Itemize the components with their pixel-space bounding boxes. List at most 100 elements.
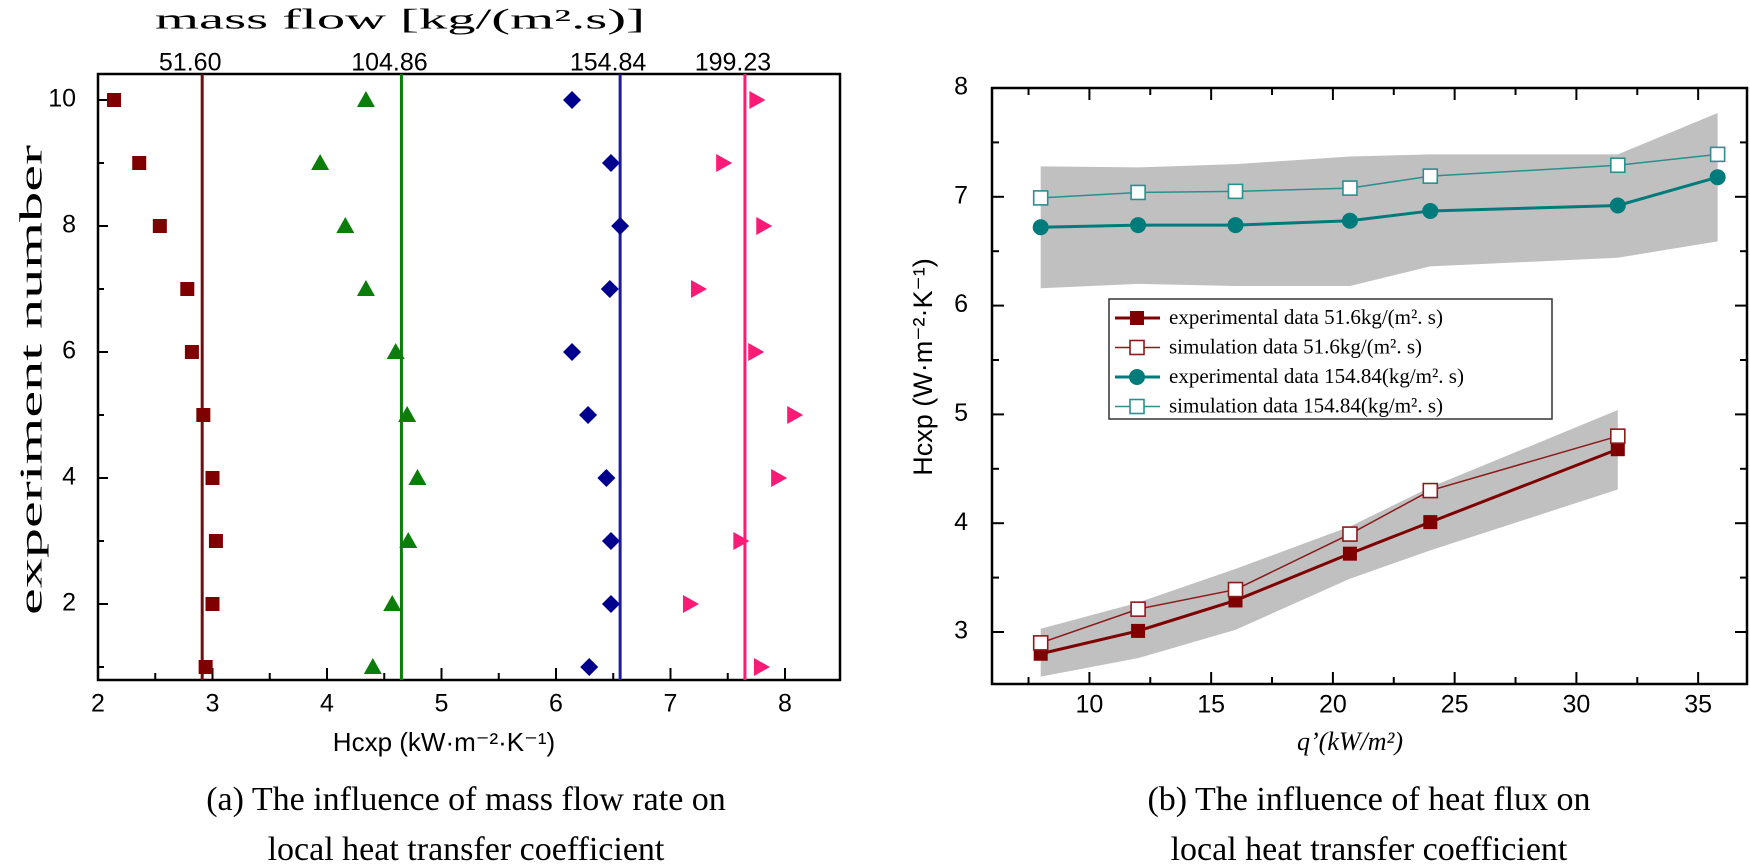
data-point	[563, 343, 582, 361]
y-tick-label: 5	[954, 399, 968, 427]
caption-line: local heat transfer coefficient	[268, 831, 665, 867]
x-tick-label: 7	[664, 690, 678, 718]
data-point	[1341, 212, 1358, 229]
data-point	[399, 532, 418, 548]
data-point	[601, 154, 620, 172]
data-point	[356, 280, 375, 296]
y-tick-label: 4	[62, 463, 76, 491]
data-point	[1709, 146, 1726, 163]
data-point	[563, 91, 582, 109]
legend-label: simulation data 51.6kg/(m². s)	[1169, 334, 1422, 358]
series-line	[1032, 169, 1726, 236]
data-point	[336, 217, 355, 233]
mean-line-label: 199.23	[695, 49, 771, 77]
data-point	[1129, 339, 1145, 356]
panel-b-heat-flux-chart: 10 15 20 25 30 35 3 4 5 6 7 8 q’(kW/m²) Hcxp (W·m⁻²·K…	[908, 73, 1749, 867]
data-point	[205, 471, 220, 485]
x-axis-title: q’(kW/m²)	[1297, 727, 1403, 756]
caption-line: (a) The influence of mass flow rate on	[206, 781, 726, 818]
data-point	[1130, 601, 1146, 617]
data-point	[787, 406, 804, 424]
caption-line: local heat transfer coefficient	[1171, 831, 1568, 867]
data-point	[1129, 369, 1145, 385]
legend-label: experimental data 51.6kg/(m². s)	[1169, 305, 1443, 329]
top-axis-title: mass flow [kg/(m².s)]	[155, 4, 645, 35]
series-154.84	[563, 74, 630, 680]
data-point	[1032, 190, 1049, 206]
data-point	[601, 595, 620, 613]
y-tick-label: 3	[954, 617, 968, 645]
series-line	[1033, 442, 1625, 661]
x-tick-label: 20	[1319, 691, 1347, 719]
y-tick-label: 4	[954, 508, 968, 536]
data-point	[205, 597, 220, 611]
data-point	[408, 469, 427, 485]
y-tick-label: 10	[48, 85, 76, 113]
x-tick-label: 15	[1197, 691, 1225, 719]
legend-label: simulation data 154.84(kg/m². s)	[1169, 393, 1443, 417]
x-tick-label: 5	[435, 690, 449, 718]
x-tick-label: 3	[206, 690, 220, 718]
data-point	[1032, 219, 1049, 236]
y-tick-label: 6	[954, 290, 968, 318]
data-point	[1129, 398, 1145, 415]
data-point	[311, 154, 330, 170]
data-point	[132, 156, 147, 170]
x-tick-label: 2	[91, 690, 105, 718]
series-path	[1040, 435, 1619, 644]
data-point	[1227, 581, 1244, 598]
mean-line-label: 154.84	[570, 49, 647, 77]
x-tick-label: 25	[1441, 691, 1469, 719]
data-point	[1130, 217, 1147, 234]
y-tick-label: 8	[954, 73, 968, 101]
legend: experimental data 51.6kg/(m². s) simulati…	[1108, 298, 1553, 420]
data-point	[601, 532, 620, 550]
x-tick-label: 6	[549, 690, 563, 718]
data-point	[152, 219, 167, 233]
series-line	[1032, 146, 1726, 206]
plot-frame	[990, 86, 1749, 686]
plot-frame	[96, 72, 842, 682]
data-point	[1342, 546, 1357, 561]
data-point	[611, 217, 630, 235]
data-point	[107, 93, 122, 107]
series-line	[1032, 428, 1626, 651]
legend-label: experimental data 154.84(kg/m². s)	[1169, 364, 1464, 388]
data-point	[363, 658, 382, 674]
x-tick-label: 4	[320, 690, 334, 718]
mean-line-label: 104.86	[351, 49, 427, 77]
data-point	[749, 91, 766, 109]
data-point	[198, 660, 213, 674]
data-point	[771, 469, 788, 487]
data-point	[1422, 482, 1439, 499]
y-tick-label: 8	[62, 211, 76, 239]
y-axis-title: Hcxp (W·m⁻²·K⁻¹)	[908, 258, 938, 475]
data-point	[1130, 311, 1144, 325]
data-point	[753, 658, 770, 676]
panel-a-mass-flow-chart: 2 3 4 5 6 7 8 2 4 6 8 10 Hcxp (kW·m⁻²·K⁻¹) mass flow …	[12, 4, 842, 867]
data-point	[716, 154, 733, 172]
y-axis-title: experiment number	[12, 144, 48, 615]
data-point	[196, 408, 211, 422]
data-point	[1131, 623, 1146, 638]
data-point	[756, 217, 773, 235]
data-point	[1130, 184, 1146, 201]
legend-box	[1108, 298, 1553, 420]
x-tick-label: 30	[1562, 691, 1590, 719]
x-tick-label: 35	[1684, 691, 1712, 719]
data-point	[1610, 442, 1625, 457]
x-axis-title: Hcxp (kW·m⁻²·K⁻¹)	[333, 727, 555, 757]
data-point	[386, 343, 405, 359]
data-point	[180, 282, 195, 296]
data-point	[1342, 526, 1358, 542]
data-point	[1422, 168, 1439, 184]
data-point	[1422, 202, 1439, 219]
data-point	[1709, 169, 1726, 186]
data-point	[579, 406, 598, 424]
data-point	[597, 469, 616, 487]
data-point	[1609, 157, 1626, 174]
y-tick-label: 7	[954, 181, 968, 209]
series-path	[1040, 447, 1619, 656]
data-point	[383, 595, 402, 611]
